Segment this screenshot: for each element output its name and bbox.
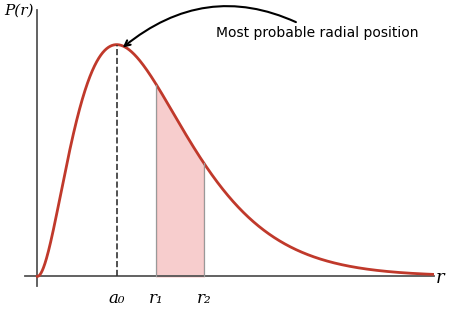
Text: r: r bbox=[435, 269, 443, 286]
Text: P(r): P(r) bbox=[4, 4, 33, 18]
Text: a₀: a₀ bbox=[108, 290, 124, 307]
Text: Most probable radial position: Most probable radial position bbox=[124, 6, 417, 46]
Text: r₂: r₂ bbox=[196, 290, 211, 307]
Text: r₁: r₁ bbox=[149, 290, 163, 307]
